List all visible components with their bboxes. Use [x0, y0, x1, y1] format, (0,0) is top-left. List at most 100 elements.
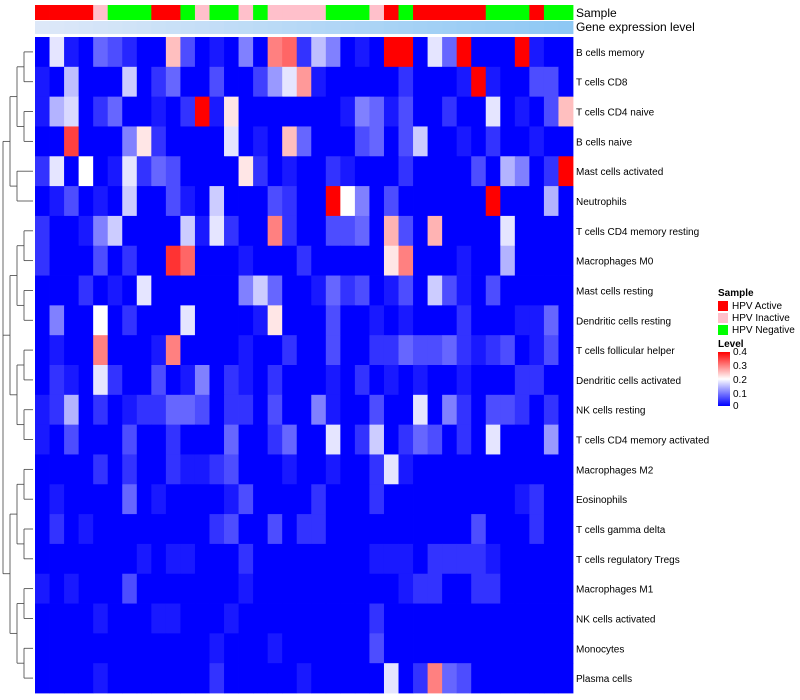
heatmap-cell [180, 394, 196, 426]
heatmap-cell [64, 603, 80, 634]
expression-annotation-cell [383, 21, 399, 34]
heatmap-cell [64, 424, 80, 455]
heatmap-cell [383, 365, 399, 396]
heatmap-cell [485, 275, 501, 306]
heatmap-cell [500, 514, 516, 545]
heatmap-cell [78, 156, 94, 187]
heatmap-cell [282, 633, 298, 664]
sample-annotation-cell [340, 5, 356, 20]
heatmap-cell [383, 335, 399, 366]
heatmap-cell [107, 633, 123, 664]
expression-annotation-cell [311, 21, 327, 34]
heatmap-cell [369, 454, 385, 485]
heatmap-cell [398, 126, 414, 157]
heatmap-cell [93, 37, 109, 68]
heatmap-cell [311, 603, 327, 634]
heatmap-cell [369, 335, 385, 366]
heatmap-cell [238, 37, 254, 68]
heatmap-cell [194, 126, 210, 157]
sample-annotation-cell [354, 5, 370, 20]
heatmap-cell [122, 424, 138, 455]
sample-annotation-cell [180, 5, 196, 20]
heatmap-cell [427, 275, 443, 306]
heatmap-cell [471, 573, 487, 604]
heatmap-cell [209, 394, 225, 426]
heatmap-cell [369, 66, 385, 98]
heatmap-cell [253, 365, 269, 396]
heatmap-cell [224, 543, 239, 575]
heatmap-cell [413, 215, 428, 247]
heatmap-cell [311, 126, 327, 157]
heatmap-cell [500, 305, 516, 336]
heatmap-cell [427, 37, 443, 68]
heatmap-cell [180, 96, 196, 127]
sample-annotation-cell [500, 5, 516, 20]
heatmap-cell [543, 275, 559, 306]
level-tick: 0.3 [733, 361, 747, 372]
heatmap-cell [194, 543, 210, 575]
heatmap-cell [267, 305, 283, 336]
heatmap-cell [224, 275, 239, 306]
heatmap-cell [136, 275, 152, 306]
heatmap-cell [194, 484, 210, 515]
heatmap-cell [514, 424, 530, 455]
heatmap-cell [78, 603, 94, 634]
heatmap-cell [194, 633, 210, 664]
heatmap-cell [471, 126, 487, 157]
heatmap-cell [558, 275, 574, 306]
heatmap-cell [558, 96, 574, 127]
heatmap-cell [485, 215, 501, 247]
sample-annotation-cell [253, 5, 269, 20]
heatmap-cell [136, 573, 152, 604]
row-label: Macrophages M1 [576, 585, 654, 596]
row-labels: B cells memory T cells CD8 T cells CD4 nai… [576, 48, 709, 685]
heatmap-cell [122, 215, 138, 247]
heatmap-cell [93, 394, 109, 426]
heatmap-cell [398, 305, 414, 336]
heatmap-cell [49, 126, 65, 157]
heatmap-cell [354, 215, 370, 247]
heatmap-cell [398, 215, 414, 247]
sample-annotation-cell [107, 5, 123, 20]
heatmap-cell [78, 96, 94, 127]
heatmap-cell [136, 394, 152, 426]
heatmap-cell [325, 603, 341, 634]
heatmap-cell [413, 514, 428, 545]
heatmap-cell [311, 215, 327, 247]
heatmap-cell [238, 275, 254, 306]
heatmap-cell [224, 335, 239, 366]
heatmap-cell [485, 514, 501, 545]
heatmap-cell [136, 603, 152, 634]
heatmap-cell [529, 633, 545, 664]
heatmap-cell [136, 186, 152, 217]
heatmap-cell [49, 514, 65, 545]
row-label: Eosinophils [576, 495, 627, 506]
heatmap-cell [369, 37, 385, 68]
heatmap-cell [107, 424, 123, 455]
heatmap-cell [485, 394, 501, 426]
heatmap-cell [107, 126, 123, 157]
heatmap-cell [383, 305, 399, 336]
heatmap-cell [456, 245, 472, 276]
heatmap-cell [427, 126, 443, 157]
heatmap-cell [107, 543, 123, 575]
heatmap-cell [398, 365, 414, 396]
heatmap-cell [340, 96, 356, 127]
heatmap-cell [296, 126, 312, 157]
heatmap-cell [122, 156, 138, 187]
expression-annotation-cell [194, 21, 210, 34]
heatmap-cell [413, 454, 428, 485]
heatmap-cell [369, 245, 385, 276]
heatmap-cell [325, 156, 341, 187]
heatmap-cell [442, 335, 458, 366]
heatmap-cell [107, 275, 123, 306]
heatmap-cell [398, 275, 414, 306]
heatmap-cell [78, 66, 94, 98]
heatmap-cell [456, 484, 472, 515]
heatmap-cell [78, 454, 94, 485]
heatmap-cell [514, 66, 530, 98]
heatmap-cell [180, 305, 196, 336]
heatmap-cell [35, 484, 50, 515]
heatmap-cell [442, 543, 458, 575]
heatmap-cell [194, 573, 210, 604]
